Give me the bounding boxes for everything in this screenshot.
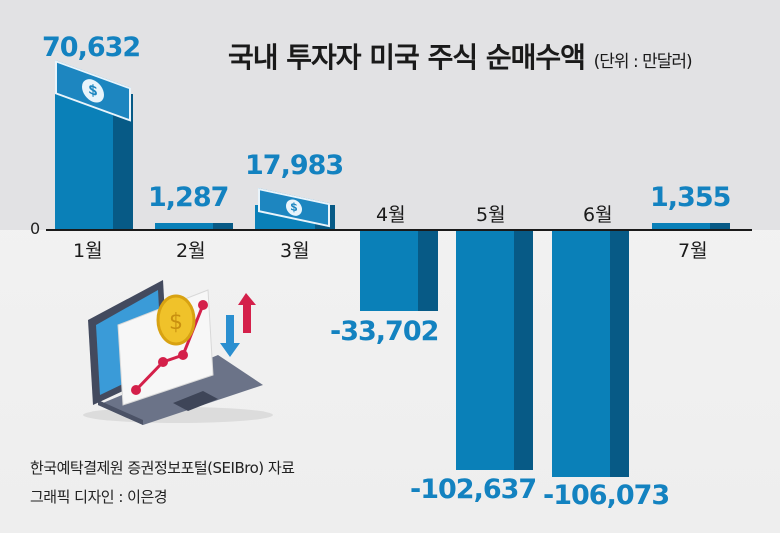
bar-jul: [652, 223, 730, 230]
month-label-jun: 6월: [583, 204, 613, 226]
value-label-jan: 70,632: [42, 32, 141, 63]
value-label-apr: -33,702: [330, 316, 439, 347]
zero-axis-line: [46, 229, 752, 231]
zero-label: 0: [30, 219, 41, 238]
month-label-apr: 4월: [376, 204, 406, 226]
bar-apr: [360, 231, 438, 311]
chart-title: 국내 투자자 미국 주식 순매수액 (단위 : 만달러): [228, 36, 693, 76]
bar-jun: [552, 231, 629, 477]
month-label-may: 5월: [476, 204, 506, 226]
source-text: 한국예탁결제원 증권정보포털(SEIBro) 자료: [30, 459, 295, 477]
value-label-jul: 1,355: [650, 182, 731, 213]
title-text: 국내 투자자 미국 주식 순매수액: [228, 41, 586, 74]
month-label-jul: 7월: [678, 240, 708, 262]
value-label-may: -102,637: [410, 474, 537, 505]
credit-text: 그래픽 디자인 : 이은경: [30, 488, 168, 506]
value-label-jun: -106,073: [543, 480, 670, 511]
month-label-feb: 2월: [176, 240, 206, 262]
value-label-feb: 1,287: [148, 182, 229, 213]
svg-text:$: $: [169, 310, 183, 335]
bar-feb: [155, 223, 233, 230]
bar-may: [456, 231, 533, 470]
laptop-chart-illustration-icon: $: [83, 280, 273, 425]
month-label-mar: 3월: [280, 240, 310, 262]
month-label-jan: 1월: [73, 240, 103, 262]
value-label-mar: 17,983: [245, 150, 344, 181]
unit-label: (단위 : 만달러): [593, 52, 693, 72]
